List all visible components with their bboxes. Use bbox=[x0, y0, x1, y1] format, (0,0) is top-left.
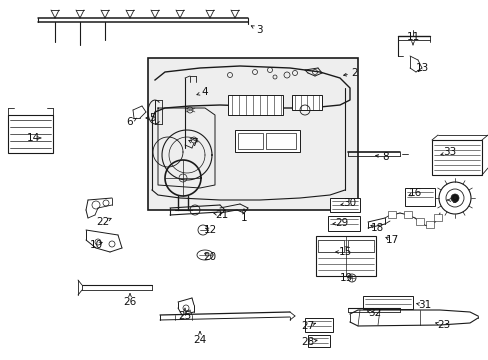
Text: 10: 10 bbox=[89, 240, 102, 250]
Bar bbox=[327, 216, 359, 231]
Text: 16: 16 bbox=[407, 188, 421, 198]
Text: 19: 19 bbox=[339, 273, 352, 283]
Bar bbox=[148, 58, 357, 210]
Text: 15: 15 bbox=[338, 247, 351, 257]
Text: 13: 13 bbox=[414, 63, 428, 73]
Text: 22: 22 bbox=[96, 217, 109, 227]
Text: 29: 29 bbox=[335, 218, 348, 228]
Text: 27: 27 bbox=[301, 321, 314, 331]
Bar bbox=[291, 95, 321, 110]
Bar bbox=[265, 133, 295, 149]
Text: 17: 17 bbox=[385, 235, 398, 245]
Text: 18: 18 bbox=[369, 223, 383, 233]
Text: 8: 8 bbox=[382, 152, 388, 162]
Text: 25: 25 bbox=[178, 311, 191, 321]
Text: 24: 24 bbox=[193, 335, 206, 345]
Bar bbox=[433, 214, 441, 221]
Bar bbox=[329, 198, 359, 212]
Bar bbox=[362, 296, 412, 309]
Text: 1: 1 bbox=[240, 213, 247, 223]
Text: 6: 6 bbox=[126, 117, 133, 127]
Text: 4: 4 bbox=[201, 87, 208, 97]
Bar bbox=[425, 221, 433, 228]
Text: 30: 30 bbox=[343, 198, 356, 208]
Text: 32: 32 bbox=[367, 308, 381, 318]
Text: 28: 28 bbox=[301, 337, 314, 347]
Text: 21: 21 bbox=[215, 210, 228, 220]
Text: 3: 3 bbox=[255, 25, 262, 35]
Text: 26: 26 bbox=[123, 297, 136, 307]
Bar bbox=[403, 211, 411, 218]
Circle shape bbox=[450, 194, 458, 202]
Text: 2: 2 bbox=[351, 68, 358, 78]
Text: 7: 7 bbox=[190, 138, 197, 148]
Bar bbox=[238, 133, 263, 149]
Text: 9: 9 bbox=[451, 195, 457, 205]
Bar bbox=[415, 218, 423, 225]
Text: 11: 11 bbox=[406, 32, 419, 42]
Bar bbox=[431, 140, 481, 175]
Bar bbox=[305, 318, 332, 332]
Text: 5: 5 bbox=[148, 113, 155, 123]
Text: 20: 20 bbox=[203, 252, 216, 262]
Bar bbox=[307, 335, 329, 347]
Bar bbox=[387, 211, 395, 218]
Text: 14: 14 bbox=[26, 133, 40, 143]
Bar bbox=[227, 95, 283, 115]
Bar bbox=[347, 240, 373, 252]
Text: 12: 12 bbox=[203, 225, 216, 235]
Bar bbox=[315, 236, 375, 276]
Text: 33: 33 bbox=[443, 147, 456, 157]
Text: 23: 23 bbox=[436, 320, 450, 330]
Bar bbox=[235, 130, 299, 152]
Text: 31: 31 bbox=[418, 300, 431, 310]
Bar bbox=[404, 188, 434, 206]
Bar bbox=[317, 240, 343, 252]
Bar bbox=[8, 115, 53, 153]
